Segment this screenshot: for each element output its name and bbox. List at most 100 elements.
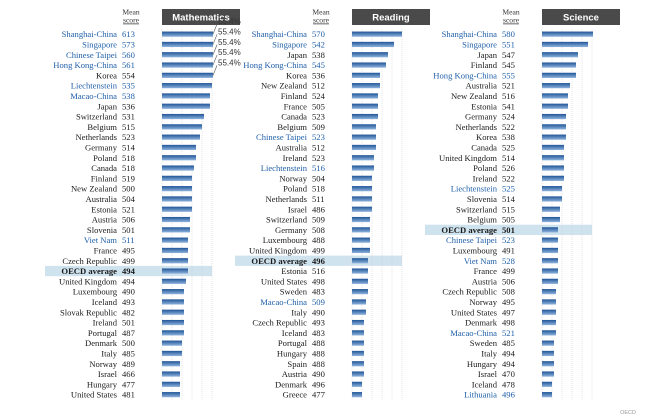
data-bar [162, 309, 184, 315]
country-label: Sweden [470, 338, 498, 348]
score-label: 509 [312, 215, 325, 225]
data-bar [542, 258, 558, 264]
callout-leader [212, 24, 218, 35]
data-bar [162, 247, 188, 254]
country-label: Finland [471, 60, 498, 70]
country-label: United States [71, 390, 118, 400]
country-label: Chinese Taipei [446, 235, 498, 245]
score-label: 496 [312, 256, 326, 266]
data-bar [162, 83, 212, 89]
score-label: 538 [312, 50, 325, 60]
country-label: France [94, 245, 118, 255]
country-label: Czech Republic [442, 287, 497, 297]
data-bar [162, 31, 213, 37]
score-label: 512 [312, 81, 325, 91]
data-bar [542, 350, 554, 357]
score-label: 523 [502, 235, 515, 245]
score-label: 489 [122, 359, 135, 369]
data-bar [542, 330, 556, 336]
data-bar [542, 134, 566, 140]
country-label: United Kingdom [439, 153, 497, 163]
data-bar [352, 52, 388, 58]
country-label: Liechtenstein [71, 81, 118, 91]
callout-leader [212, 44, 218, 55]
data-bar [352, 350, 364, 357]
score-label: 514 [502, 153, 516, 163]
data-bar [542, 175, 564, 181]
score-label: 613 [122, 29, 135, 39]
score-label: 554 [122, 70, 136, 80]
data-bar [352, 216, 370, 223]
country-label: Korea [476, 132, 497, 142]
data-bar [352, 258, 368, 264]
data-bar [162, 124, 202, 130]
data-bar [352, 299, 366, 305]
score-label: 521 [502, 328, 515, 338]
data-bar [162, 381, 180, 387]
data-bar [352, 62, 386, 68]
country-label: Iceland [472, 379, 498, 389]
data-bar [352, 247, 370, 254]
data-bar [542, 206, 560, 212]
country-label: Germany [85, 142, 118, 152]
score-label: 496 [502, 390, 516, 400]
data-bar [352, 113, 378, 120]
score-label: 488 [312, 348, 325, 358]
country-label: Hong Kong-China [433, 70, 497, 80]
callout-leader [212, 34, 218, 45]
score-label: 514 [502, 194, 516, 204]
data-bar [162, 144, 196, 151]
data-bar [542, 31, 593, 37]
score-label: 491 [502, 245, 515, 255]
country-label: Hong Kong-China [243, 60, 307, 70]
country-label: Shanghai-China [62, 29, 118, 39]
data-bar [352, 340, 364, 346]
score-label: 536 [312, 70, 326, 80]
data-bar [542, 216, 560, 223]
score-label: 547 [502, 50, 516, 60]
score-label: 541 [502, 101, 515, 111]
score-label: 477 [122, 379, 136, 389]
score-label: 490 [312, 307, 325, 317]
country-label: Austria [282, 369, 307, 379]
score-label: 523 [312, 153, 325, 163]
data-bar [162, 340, 182, 346]
data-bar [162, 268, 188, 274]
score-label: 518 [122, 163, 135, 173]
country-label: Poland [93, 153, 118, 163]
score-label: 508 [312, 225, 325, 235]
oecd-average-highlight [235, 255, 402, 266]
country-label: Slovak Republic [60, 307, 117, 317]
country-label: Hungary [467, 359, 498, 369]
score-label: 478 [502, 379, 515, 389]
score-label: 524 [502, 112, 516, 122]
data-bar [162, 93, 210, 99]
data-bar [542, 371, 554, 377]
score-label: 501 [122, 225, 135, 235]
score-label: 516 [312, 163, 326, 173]
data-bar [352, 392, 362, 398]
country-label: Luxembourg [453, 245, 498, 255]
score-label: 516 [312, 266, 326, 276]
data-bar [162, 371, 180, 377]
score-label: 497 [502, 307, 516, 317]
score-label: 501 [502, 225, 515, 235]
data-bar [352, 381, 362, 387]
data-bar [352, 309, 366, 315]
score-label: 505 [502, 215, 515, 225]
panel-title: Science [563, 13, 599, 24]
country-label: Chinese Taipei [256, 132, 308, 142]
country-label: Italy [291, 307, 307, 317]
country-label: Hong Kong-China [53, 60, 117, 70]
country-label: Luxembourg [73, 287, 118, 297]
data-bar [542, 340, 554, 346]
data-bar [542, 165, 564, 171]
score-label: 542 [312, 39, 325, 49]
score-label: 504 [312, 173, 326, 183]
data-bar [542, 72, 576, 78]
country-label: Portugal [278, 338, 308, 348]
data-bar [162, 103, 210, 109]
score-label: 521 [122, 204, 135, 214]
data-bar [162, 196, 192, 202]
country-label: Slovenia [87, 225, 117, 235]
